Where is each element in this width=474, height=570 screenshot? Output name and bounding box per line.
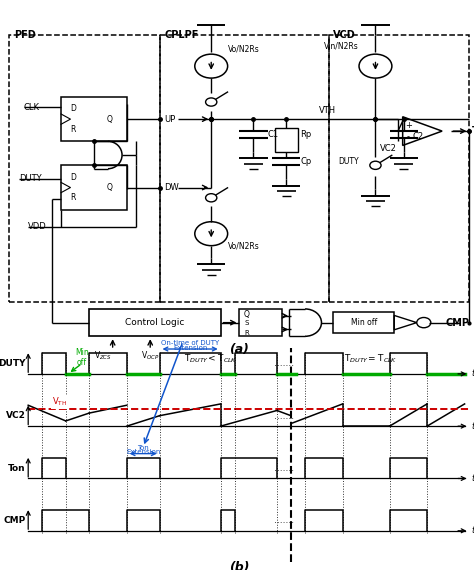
FancyBboxPatch shape (239, 309, 282, 336)
Text: Rp: Rp (301, 130, 311, 139)
Text: .......: ....... (274, 516, 294, 525)
Text: Q: Q (107, 183, 113, 192)
Text: CMP: CMP (445, 317, 469, 328)
Text: V$_{OCP}$: V$_{OCP}$ (141, 350, 159, 363)
Text: D: D (71, 104, 76, 113)
Text: Min off: Min off (351, 318, 377, 327)
Text: CLK: CLK (24, 103, 39, 112)
Text: +: + (405, 121, 412, 131)
FancyBboxPatch shape (61, 97, 127, 141)
Text: Q: Q (244, 310, 250, 319)
Text: t: t (472, 474, 474, 483)
FancyBboxPatch shape (61, 165, 127, 210)
Text: t: t (472, 369, 474, 378)
Text: S: S (244, 320, 248, 325)
Text: Vo/N2Rs: Vo/N2Rs (228, 241, 259, 250)
Text: VC2: VC2 (380, 144, 397, 153)
Text: Extension: Extension (126, 450, 160, 455)
Text: T$_{DUTY}$= T$_{CLK}$: T$_{DUTY}$= T$_{CLK}$ (344, 353, 398, 365)
FancyBboxPatch shape (89, 309, 220, 336)
Text: VCD: VCD (333, 30, 356, 40)
Text: R: R (244, 330, 249, 336)
Text: C1: C1 (267, 130, 279, 139)
Text: Ton: Ton (137, 445, 149, 451)
Text: -: - (407, 132, 410, 141)
Text: DUTY: DUTY (19, 174, 41, 184)
Text: Extension: Extension (173, 345, 207, 351)
Text: Min: Min (75, 348, 89, 357)
Text: Vin/N2Rs: Vin/N2Rs (324, 41, 359, 50)
Text: Ton: Ton (8, 463, 26, 473)
Text: off: off (77, 358, 87, 367)
Text: VC2: VC2 (6, 411, 26, 420)
Text: t: t (472, 526, 474, 535)
Text: VTH: VTH (319, 106, 336, 115)
FancyBboxPatch shape (274, 128, 298, 152)
Text: T$_{DUTY}$< T$_{CLK}$: T$_{DUTY}$< T$_{CLK}$ (184, 353, 238, 365)
Text: DUTY: DUTY (0, 359, 26, 368)
Text: (b): (b) (229, 561, 250, 570)
Text: CPLPF: CPLPF (164, 30, 199, 40)
Text: $\mathregular{V_{TH}}$: $\mathregular{V_{TH}}$ (52, 396, 67, 408)
Text: Control Logic: Control Logic (125, 318, 184, 327)
Text: (a): (a) (229, 344, 249, 356)
Text: D: D (71, 173, 76, 182)
Text: .......: ....... (274, 359, 294, 368)
Text: UP: UP (164, 115, 175, 124)
Text: PFD: PFD (14, 30, 36, 40)
Text: C2: C2 (413, 132, 424, 141)
Text: Ton: Ton (472, 126, 474, 136)
Text: V$_{ZCS}$: V$_{ZCS}$ (94, 350, 112, 363)
Text: On-time of DUTY: On-time of DUTY (161, 340, 219, 347)
FancyBboxPatch shape (333, 312, 394, 333)
Text: t: t (472, 422, 474, 431)
Text: .......: ....... (274, 463, 294, 473)
Text: CMP: CMP (4, 516, 26, 525)
Text: R: R (71, 193, 76, 202)
Text: .......: ....... (274, 412, 294, 421)
Text: Q: Q (107, 115, 113, 124)
Text: Vo/N2Rs: Vo/N2Rs (228, 44, 259, 54)
Text: DUTY: DUTY (338, 157, 358, 166)
Text: DW: DW (164, 183, 179, 192)
Text: Cp: Cp (301, 157, 311, 166)
Text: R: R (71, 125, 76, 134)
Text: VDD: VDD (28, 222, 47, 231)
